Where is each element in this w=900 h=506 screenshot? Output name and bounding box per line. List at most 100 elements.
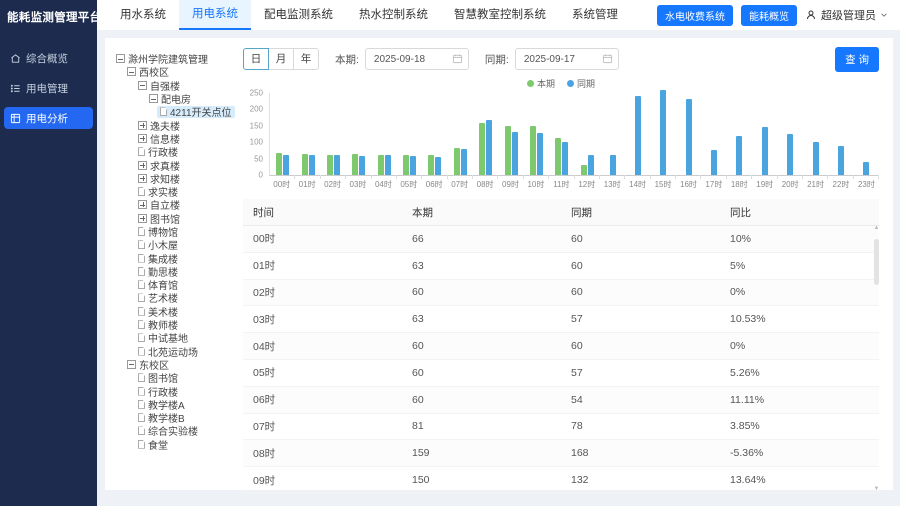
table-cell: 60 <box>412 393 424 406</box>
nav-tab-0[interactable]: 用水系统 <box>120 9 166 21</box>
table-cell: 3.85% <box>730 420 760 433</box>
tree-item-25[interactable]: 行政楼 <box>111 384 241 399</box>
tree-item-23[interactable]: 东校区 <box>111 358 241 372</box>
collapse-minus-icon[interactable] <box>138 80 147 90</box>
tree-item-20[interactable]: 教师楼 <box>111 318 241 332</box>
legend-item-1[interactable]: 同期 <box>567 77 595 90</box>
search-button[interactable]: 查 询 <box>835 46 879 72</box>
tree-item-26[interactable]: 教学楼A <box>111 398 241 412</box>
bar-本期-2 <box>326 155 333 175</box>
table-cell: 5% <box>730 259 746 272</box>
x-tick-label: 09时 <box>502 180 519 189</box>
tree-item-6[interactable]: 信息楼 <box>111 132 241 146</box>
nav-tab-2[interactable]: 配电监测系统 <box>264 9 333 21</box>
bar-同期-2 <box>333 155 340 175</box>
sidebar-item-power-management[interactable]: 用电管理 <box>0 77 97 99</box>
tree-item-1[interactable]: 西校区 <box>111 65 241 79</box>
app-logo: 能耗监测管理平台 <box>7 12 102 24</box>
tree-item-19[interactable]: 美术楼 <box>111 305 241 319</box>
collapse-minus-icon[interactable] <box>127 359 136 369</box>
tree-item-label: 北苑运动场 <box>148 347 198 359</box>
header-action-1[interactable]: 能耗概览 <box>741 4 797 26</box>
tree-item-18[interactable]: 艺术楼 <box>111 291 241 305</box>
file-icon <box>138 399 145 409</box>
file-icon <box>138 333 145 343</box>
expand-plus-icon[interactable] <box>138 120 147 130</box>
table-scrollbar[interactable]: ▲ ▼ <box>872 225 881 492</box>
tree-item-27[interactable]: 教学楼B <box>111 411 241 425</box>
collapse-minus-icon[interactable] <box>149 94 158 104</box>
period-button-0[interactable]: 日 <box>243 48 269 70</box>
file-icon <box>138 280 145 290</box>
header-action-0[interactable]: 水电收费系统 <box>657 4 733 26</box>
sidebar-item-overview[interactable]: 综合概览 <box>0 47 97 69</box>
tree-item-10[interactable]: 求实楼 <box>111 185 241 199</box>
tree-item-2[interactable]: 自强楼 <box>111 79 241 93</box>
expand-plus-icon[interactable] <box>138 133 147 143</box>
tree-node: 求知楼 <box>135 172 183 186</box>
scroll-down-icon[interactable]: ▼ <box>873 485 880 492</box>
tree-item-12[interactable]: 图书馆 <box>111 212 241 226</box>
tree-item-14[interactable]: 小木屋 <box>111 238 241 252</box>
tree-item-28[interactable]: 综合实验楼 <box>111 424 241 438</box>
tree-item-label: 自立楼 <box>150 201 180 213</box>
tree-item-15[interactable]: 集成楼 <box>111 251 241 266</box>
tree-item-17[interactable]: 体育馆 <box>111 278 241 292</box>
tree-node: 艺术楼 <box>135 292 181 305</box>
collapse-minus-icon[interactable] <box>127 67 136 77</box>
compare-date-input[interactable] <box>514 48 619 70</box>
tree-item-24[interactable]: 图书馆 <box>111 371 241 385</box>
expand-plus-icon[interactable] <box>138 173 147 183</box>
table-cell: 04时 <box>253 340 276 353</box>
table-cell: 07时 <box>253 420 276 433</box>
table-cell: 60 <box>412 286 424 299</box>
nav-tab-4[interactable]: 智慧教室控制系统 <box>454 9 546 21</box>
tree-item-5[interactable]: 逸夫楼 <box>111 118 241 133</box>
current-date-input[interactable] <box>364 48 469 70</box>
period-button-2[interactable]: 年 <box>293 48 319 70</box>
tree-item-13[interactable]: 博物馆 <box>111 225 241 239</box>
bar-同期-20 <box>787 134 794 175</box>
nav-tab-5[interactable]: 系统管理 <box>572 9 618 21</box>
tree-item-7[interactable]: 行政楼 <box>111 145 241 159</box>
x-tick-label: 15时 <box>654 180 672 189</box>
building-tree: 滁州学院建筑管理 西校区 自强楼 配电房 4211开关点位 逸夫楼 信息楼 行政楼 求真楼 求知楼… <box>105 38 241 490</box>
table-cell: 10.53% <box>730 313 766 326</box>
tree-item-8[interactable]: 求真楼 <box>111 158 241 173</box>
tree-item-3[interactable]: 配电房 <box>111 92 241 106</box>
file-icon <box>138 413 145 423</box>
tree-item-0[interactable]: 滁州学院建筑管理 <box>111 52 241 66</box>
tree-item-4[interactable]: 4211开关点位 <box>111 105 241 119</box>
bar-本期-9 <box>504 126 511 175</box>
expand-plus-icon[interactable] <box>138 200 147 210</box>
table-cell: 06时 <box>253 394 276 407</box>
bar-同期-14 <box>634 96 641 175</box>
collapse-minus-icon[interactable] <box>116 54 125 64</box>
bar-同期-18 <box>736 136 743 175</box>
legend-item-0[interactable]: 本期 <box>526 77 555 90</box>
nav-tabs: 用水系统 用电系统 配电监测系统 热水控制系统 智慧教室控制系统 系统管理 <box>107 0 631 30</box>
scroll-up-icon[interactable]: ▲ <box>873 225 880 231</box>
period-button-1[interactable]: 月 <box>268 48 294 70</box>
user-menu[interactable]: 超级管理员 <box>805 7 888 23</box>
tree-item-29[interactable]: 食堂 <box>111 438 241 452</box>
expand-plus-icon[interactable] <box>138 160 147 170</box>
tree-item-16[interactable]: 勤思楼 <box>111 265 241 279</box>
sidebar-item-label: 用电管理 <box>26 82 68 95</box>
x-tick-label: 07时 <box>451 180 469 189</box>
tree-item-11[interactable]: 自立楼 <box>111 198 241 213</box>
table-cell: 0% <box>730 340 746 353</box>
bar-同期-16 <box>685 99 692 175</box>
nav-tab-3[interactable]: 热水控制系统 <box>359 9 428 21</box>
tree-item-21[interactable]: 中试基地 <box>111 331 241 345</box>
expand-plus-icon[interactable] <box>138 213 147 223</box>
tree-item-9[interactable]: 求知楼 <box>111 172 241 186</box>
table-cell: 05时 <box>253 367 276 380</box>
tree-item-22[interactable]: 北苑运动场 <box>111 345 241 359</box>
table-cell: 60 <box>571 232 583 245</box>
tree-node: 求真楼 <box>135 159 183 173</box>
bar-本期-4 <box>377 155 384 175</box>
scrollbar-thumb[interactable] <box>874 239 879 285</box>
sidebar-item-power-analysis[interactable]: 用电分析 <box>4 107 93 129</box>
nav-tab-1[interactable]: 用电系统 <box>179 0 251 30</box>
